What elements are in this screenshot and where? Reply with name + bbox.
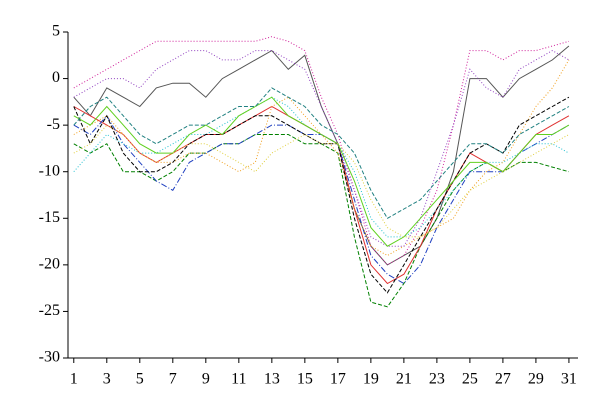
line-series (73, 114, 570, 285)
line-series (73, 36, 570, 266)
x-tick-label: 27 (495, 371, 511, 388)
x-tick-label: 15 (297, 371, 313, 388)
line-series (73, 105, 570, 285)
line-series (73, 45, 570, 266)
x-tick-label: 7 (169, 371, 177, 388)
line-series (73, 87, 570, 219)
x-tick-label: 23 (429, 371, 445, 388)
y-tick-label: 5 (52, 23, 60, 40)
y-tick-label: -25 (39, 302, 60, 319)
x-tick-label: 1 (70, 371, 78, 388)
x-tick-label: 9 (202, 371, 210, 388)
x-tick-label: 21 (396, 371, 412, 388)
y-tick-label: -5 (47, 116, 60, 133)
y-tick-label: -15 (39, 209, 60, 226)
x-tick-label: 25 (462, 371, 478, 388)
x-tick-label: 3 (103, 371, 111, 388)
y-tick-label: -20 (39, 256, 60, 273)
x-tick-label: 29 (528, 371, 544, 388)
x-tick-label: 31 (561, 371, 577, 388)
x-tick-label: 19 (363, 371, 379, 388)
x-tick-label: 17 (330, 371, 346, 388)
x-tick-label: 13 (264, 371, 280, 388)
y-tick-label: 0 (52, 69, 60, 86)
line-series (73, 96, 570, 294)
line-series (73, 96, 570, 247)
y-tick-label: -30 (39, 349, 60, 366)
line-series (73, 124, 570, 238)
x-tick-label: 5 (136, 371, 144, 388)
y-tick-label: -10 (39, 162, 60, 179)
x-tick-label: 11 (231, 371, 246, 388)
line-series (73, 134, 570, 308)
